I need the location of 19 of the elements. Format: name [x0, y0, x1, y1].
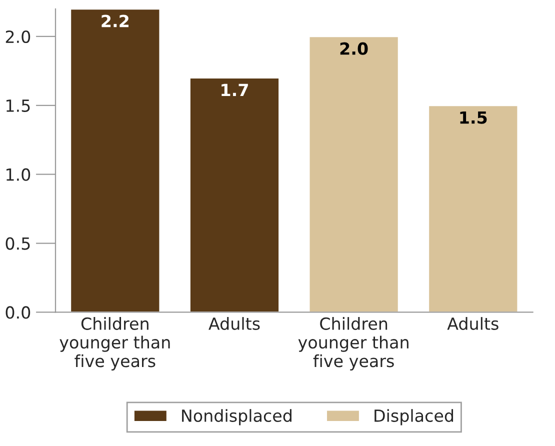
bar — [428, 104, 519, 312]
data-label: 2.0 — [340, 42, 368, 55]
legend-label: Nondisplaced — [182, 409, 292, 426]
bar — [308, 36, 400, 312]
bar — [70, 8, 161, 312]
legend-label: Displaced — [374, 409, 454, 426]
y-tick-label: 1.0 — [6, 168, 30, 181]
data-label: 1.5 — [460, 111, 487, 124]
y-tick-label: 0.0 — [6, 306, 30, 319]
y-tick-label: 2.0 — [6, 30, 30, 44]
x-tick-label: Adults — [447, 317, 498, 330]
y-tick-label: 1.5 — [6, 100, 30, 112]
data-label: 2.2 — [102, 14, 128, 28]
bar — [189, 77, 280, 312]
x-tick-label: Children younger than five years — [60, 317, 170, 371]
x-tick-label: Children younger than five years — [298, 317, 408, 371]
data-label: 1.7 — [222, 84, 248, 96]
y-tick-label: 0.5 — [6, 237, 30, 250]
x-tick-label: Adults — [208, 317, 260, 330]
